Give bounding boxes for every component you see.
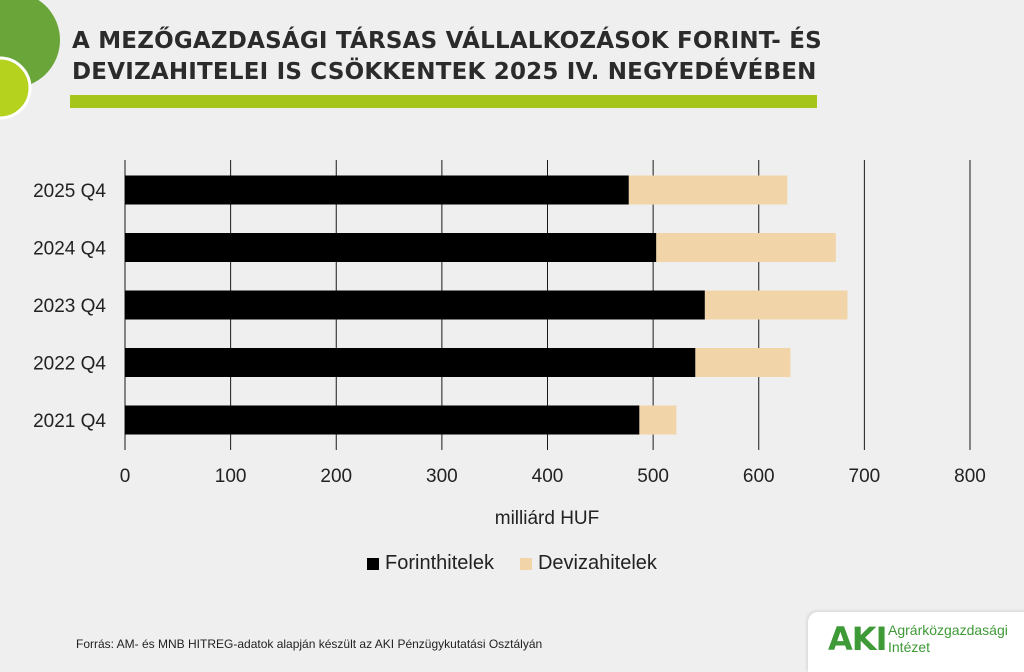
y-category-label-2024-q4: 2024 Q4: [33, 239, 106, 260]
logo-text-line-1: Agrárközgazdasági: [888, 622, 1008, 638]
x-tick-label-800: 800: [954, 466, 986, 487]
x-tick-label-500: 500: [637, 466, 669, 487]
x-tick-label-0: 0: [120, 466, 131, 487]
title-line-2: DEVIZAHITELEI IS CSÖKKENTEK 2025 IV. NEG…: [72, 59, 817, 85]
legend-label-forint: Forinthitelek: [385, 552, 494, 574]
x-tick-label-600: 600: [743, 466, 775, 487]
corner-decoration: [0, 0, 60, 120]
title-line-1: A MEZŐGAZDASÁGI TÁRSAS VÁLLALKOZÁSOK FOR…: [72, 28, 822, 54]
title-underline-bar: [70, 95, 817, 108]
bar-forint-2025-q4: [125, 175, 629, 205]
x-tick-label-100: 100: [215, 466, 247, 487]
source-note: Forrás: AM- és MNB HITREG-adatok alapján…: [76, 637, 543, 651]
page-title: A MEZŐGAZDASÁGI TÁRSAS VÁLLALKOZÁSOK FOR…: [72, 26, 832, 88]
bar-forint-2024-q4: [125, 233, 657, 262]
bar-deviza-2023-q4: [704, 290, 848, 320]
x-tick-label-400: 400: [532, 466, 564, 487]
legend-label-deviza: Devizahitelek: [537, 552, 657, 574]
y-category-label-2023-q4: 2023 Q4: [33, 296, 106, 317]
bar-forint-2023-q4: [125, 290, 705, 320]
bar-deviza-2024-q4: [656, 233, 836, 262]
bar-deviza-2025-q4: [628, 175, 788, 205]
stacked-bar-chart: 0 100 200 300 400 500 600 700 800 2025 Q4 2024 Q4 2…: [33, 160, 986, 529]
axis-labels: 0 100 200 300 400 500 600 700 800 2025 Q4 2024 Q4 2…: [33, 181, 986, 529]
logo-card: AKI Agrárközgazdasági Intézet: [808, 612, 1024, 672]
y-category-label-2025-q4: 2025 Q4: [33, 181, 106, 202]
bar-deviza-2021-q4: [639, 405, 677, 435]
x-tick-label-300: 300: [426, 466, 458, 487]
legend-item-forint: Forinthitelek: [367, 552, 494, 575]
legend-swatch-deviza: [519, 557, 532, 570]
bar-forint-2022-q4: [125, 348, 696, 377]
y-category-label-2022-q4: 2022 Q4: [33, 354, 106, 375]
y-category-label-2021-q4: 2021 Q4: [33, 411, 106, 432]
bar-forint-2021-q4: [125, 405, 640, 435]
chart-legend: Forinthitelek Devizahitelek: [0, 552, 1024, 575]
x-axis-title: milliárd HUF: [495, 508, 600, 529]
legend-item-deviza: Devizahitelek: [519, 552, 657, 575]
x-tick-label-700: 700: [849, 466, 881, 487]
green-circle-small: [0, 56, 32, 120]
logo-text: Agrárközgazdasági Intézet: [888, 622, 1008, 656]
x-tick-label-200: 200: [320, 466, 352, 487]
legend-swatch-forint: [367, 557, 380, 570]
bar-deviza-2022-q4: [695, 348, 791, 377]
logo-text-line-2: Intézet: [888, 639, 931, 655]
bars: [125, 175, 848, 435]
aki-logo: AKI: [828, 620, 887, 658]
